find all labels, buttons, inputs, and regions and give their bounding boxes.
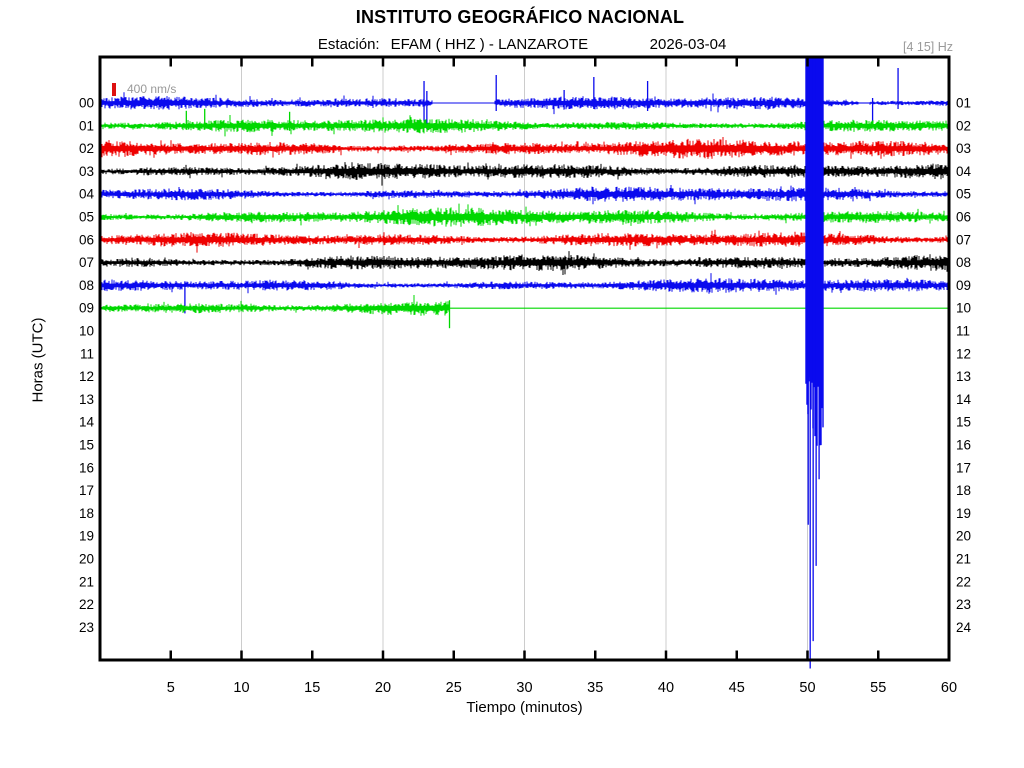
right-hour-label: 14 — [956, 392, 972, 407]
station-label: Estación: — [317, 36, 380, 53]
right-hour-label: 01 — [956, 96, 971, 111]
scale-bar-icon — [112, 82, 116, 96]
left-hour-label: 01 — [79, 118, 94, 133]
left-hour-label: 13 — [79, 392, 94, 407]
left-hour-label: 17 — [79, 483, 94, 498]
left-hour-label: 19 — [79, 529, 94, 544]
x-tick-label: 5 — [167, 680, 175, 696]
x-tick-label: 15 — [304, 680, 320, 696]
station-value: EFAM ( HHZ ) - LANZAROTE — [390, 36, 589, 53]
right-hour-label: 09 — [956, 278, 971, 293]
left-hour-label: 06 — [79, 232, 94, 247]
left-hour-label: 04 — [79, 187, 95, 202]
right-hour-label: 02 — [956, 118, 971, 133]
right-hour-label: 22 — [956, 574, 971, 589]
right-hour-label: 06 — [956, 210, 971, 225]
right-hour-label: 20 — [956, 529, 971, 544]
station-line: Estación: EFAM ( HHZ ) - LANZAROTE — [318, 36, 588, 53]
left-hour-label: 20 — [79, 552, 94, 567]
left-hour-label: 07 — [79, 255, 94, 270]
x-tick-label: 10 — [233, 680, 249, 696]
right-hour-label: 12 — [956, 346, 971, 361]
right-hour-label: 05 — [956, 187, 971, 202]
left-hour-label: 12 — [79, 369, 94, 384]
right-hour-label: 23 — [956, 597, 971, 612]
right-hour-label: 21 — [956, 552, 971, 567]
date-label: 2026-03-04 — [649, 36, 727, 53]
left-hour-label: 02 — [79, 141, 94, 156]
right-hour-label: 13 — [956, 369, 971, 384]
left-hour-label: 00 — [79, 96, 94, 111]
x-tick-label: 25 — [446, 680, 462, 696]
left-hour-label: 22 — [79, 597, 94, 612]
right-hour-label: 15 — [956, 415, 971, 430]
right-hour-label: 17 — [956, 460, 971, 475]
x-tick-label: 30 — [516, 680, 532, 696]
x-tick-label: 45 — [729, 680, 745, 696]
left-hour-label: 08 — [79, 278, 94, 293]
bandpass-filter-label: [4 15] Hz — [902, 40, 953, 54]
x-tick-label: 55 — [870, 680, 886, 696]
right-hour-label: 24 — [956, 620, 972, 635]
x-tick-label: 35 — [587, 680, 603, 696]
left-hour-label: 23 — [79, 620, 94, 635]
left-hour-label: 05 — [79, 210, 94, 225]
x-tick-label: 20 — [375, 680, 391, 696]
left-hour-label: 09 — [79, 301, 94, 316]
x-tick-label: 60 — [941, 680, 957, 696]
left-hour-label: 21 — [79, 574, 94, 589]
right-hour-label: 03 — [956, 141, 971, 156]
right-hour-label: 16 — [956, 438, 971, 453]
x-axis-title: Tiempo (minutos) — [466, 699, 583, 716]
amplitude-scale: 400 nm/s — [112, 82, 176, 96]
right-hour-label: 11 — [956, 324, 970, 339]
right-hour-label: 18 — [956, 483, 971, 498]
page-title: INSTITUTO GEOGRÁFICO NACIONAL — [355, 7, 685, 27]
left-hour-label: 16 — [79, 460, 94, 475]
left-hour-label: 11 — [80, 346, 94, 361]
right-hour-label: 04 — [956, 164, 972, 179]
right-hour-label: 10 — [956, 301, 971, 316]
right-hour-label: 08 — [956, 255, 971, 270]
x-tick-label: 40 — [658, 680, 674, 696]
trace-09 — [100, 295, 450, 316]
right-hour-label: 07 — [956, 232, 971, 247]
scale-label: 400 nm/s — [127, 82, 177, 96]
left-hour-label: 14 — [79, 415, 95, 430]
x-tick-label: 50 — [799, 680, 815, 696]
left-hour-label: 03 — [79, 164, 94, 179]
plot-frame — [98, 55, 951, 662]
left-hour-label: 18 — [79, 506, 94, 521]
right-hour-label: 19 — [956, 506, 971, 521]
left-hour-label: 10 — [79, 324, 94, 339]
left-hour-label: 15 — [79, 438, 94, 453]
